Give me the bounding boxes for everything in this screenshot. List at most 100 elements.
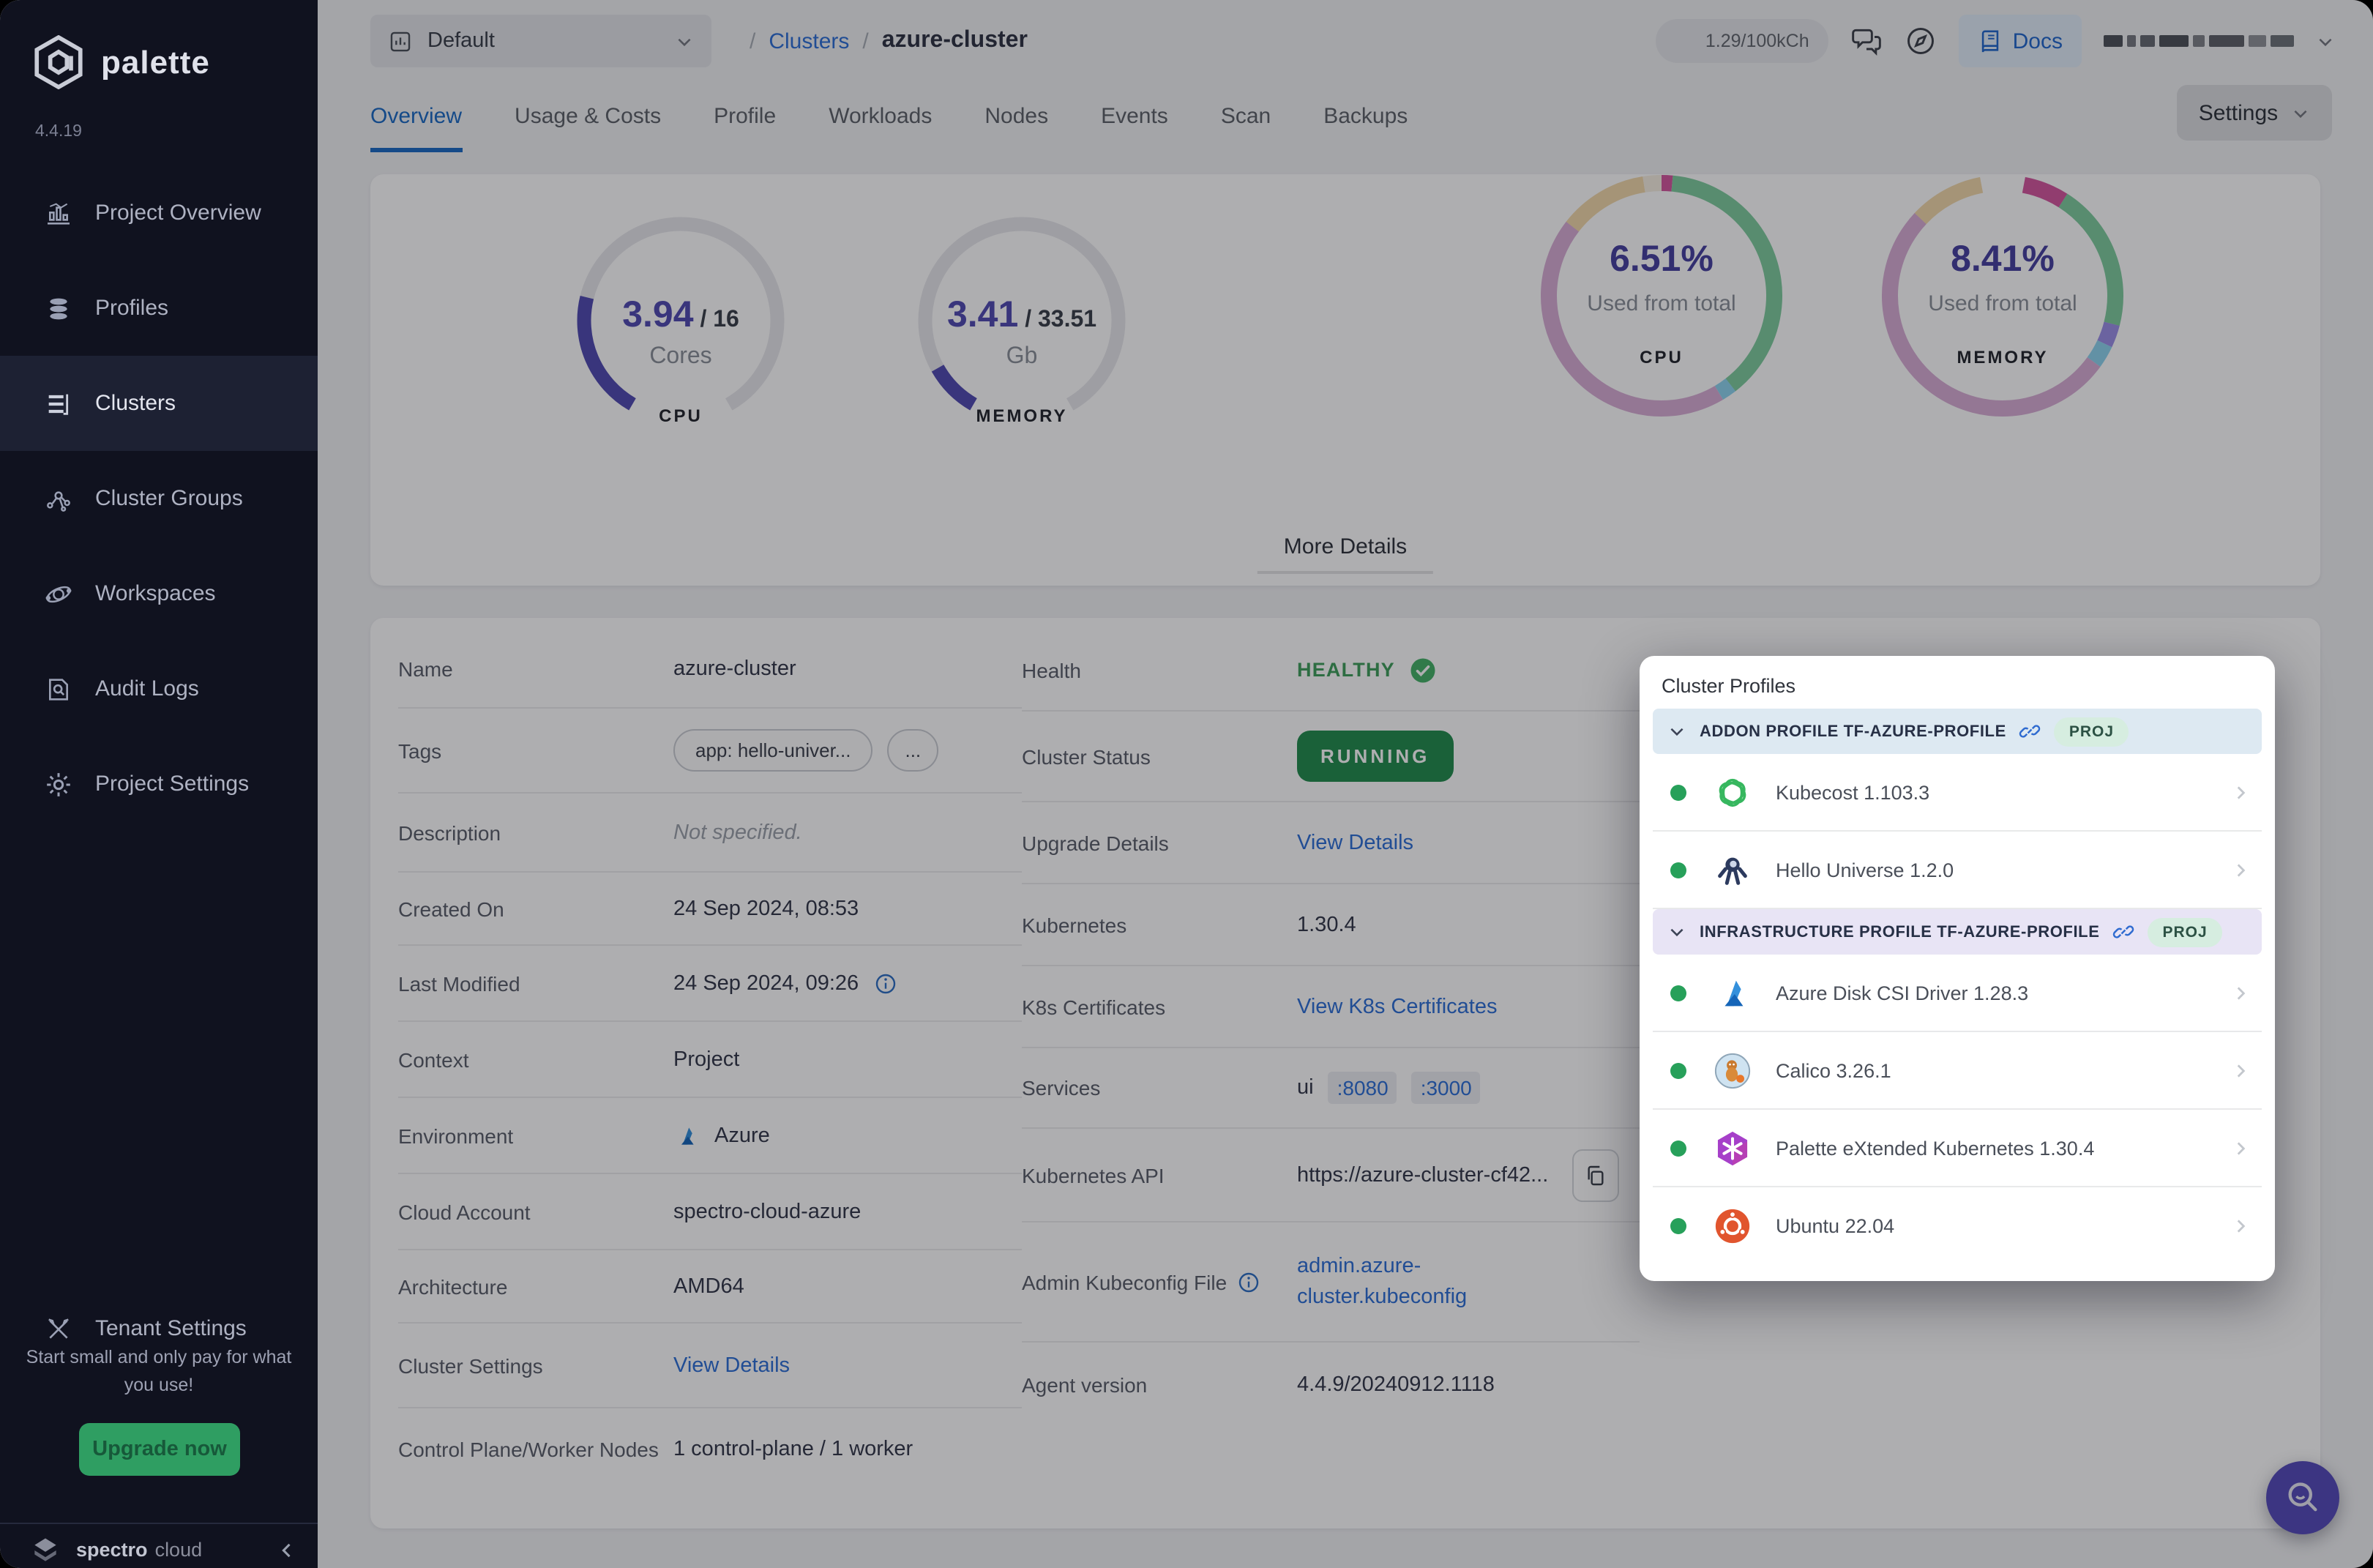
collapse-sidebar-icon[interactable] xyxy=(277,1539,297,1560)
detail-value: Project xyxy=(673,1048,1022,1071)
tag-more-pill[interactable]: ... xyxy=(887,729,939,772)
profile-pack-row[interactable]: Kubecost 1.103.3 xyxy=(1653,754,2262,832)
detail-label: K8s Certificates xyxy=(1022,995,1297,1018)
cluster-profiles-title: Cluster Profiles xyxy=(1662,675,1796,697)
detail-label-text: Last Modified xyxy=(398,971,520,995)
tab-profile[interactable]: Profile xyxy=(714,104,777,129)
app-version: 4.4.19 xyxy=(35,123,82,141)
tab-events[interactable]: Events xyxy=(1101,104,1168,129)
breadcrumb-clusters-link[interactable]: Clusters xyxy=(769,29,850,53)
docs-button[interactable]: Docs xyxy=(1958,15,2082,67)
tag-pill[interactable]: app: hello-univer... xyxy=(673,729,873,772)
upgrade-now-button[interactable]: Upgrade now xyxy=(79,1423,240,1476)
detail-value-text: 1 control-plane / 1 worker xyxy=(673,1438,913,1461)
detail-label-text: Agent version xyxy=(1022,1373,1148,1397)
sidebar-item-audit-logs[interactable]: Audit Logs xyxy=(0,641,318,736)
tab-backups[interactable]: Backups xyxy=(1323,104,1408,129)
detail-value: AMD64 xyxy=(673,1274,1022,1298)
topbar-actions: 1.29/100kCh Docs xyxy=(1655,15,2335,67)
profile-section-name: ADDON PROFILE TF-AZURE-PROFILE xyxy=(1700,723,2006,740)
orbit-icon xyxy=(44,579,73,608)
sidebar-item-workspaces[interactable]: Workspaces xyxy=(0,546,318,641)
profile-section-header[interactable]: INFRASTRUCTURE PROFILE TF-AZURE-PROFILE P… xyxy=(1653,909,2262,955)
donut-value: 8.41% xyxy=(1951,239,2055,280)
sidebar-item-tenant-settings[interactable]: Tenant Settings xyxy=(0,1281,318,1376)
project-selector[interactable]: Default xyxy=(370,15,711,67)
status-dot-green xyxy=(1670,1217,1686,1233)
kubeconfig-link[interactable]: admin.azure-cluster.kubeconfig xyxy=(1297,1254,1468,1308)
detail-label-text: K8s Certificates xyxy=(1022,995,1166,1018)
usage-meter: 1.29/100kCh xyxy=(1655,19,1828,63)
tab-usage-costs[interactable]: Usage & Costs xyxy=(515,104,662,129)
book-icon xyxy=(1978,29,2003,53)
chart-icon xyxy=(44,198,73,228)
tab-scan[interactable]: Scan xyxy=(1220,104,1271,129)
api-url-text: https://azure-cluster-cf42... xyxy=(1297,1163,1549,1187)
detail-row: Upgrade Details View Details xyxy=(1022,802,1640,884)
settings-button[interactable]: Settings xyxy=(2177,85,2332,141)
chat-icon[interactable] xyxy=(1850,25,1883,57)
sidebar-item-cluster-groups[interactable]: Cluster Groups xyxy=(0,451,318,546)
detail-row: Cluster Settings View Details xyxy=(398,1324,1022,1408)
top-bar: Default / Clusters / azure-cluster 1.29/… xyxy=(318,0,2373,82)
sidebar-item-project-settings[interactable]: Project Settings xyxy=(0,736,318,832)
breadcrumb-separator: / xyxy=(862,29,869,53)
tab-workloads[interactable]: Workloads xyxy=(829,104,933,129)
sidebar-item-clusters[interactable]: Clusters xyxy=(0,356,318,451)
tab-nodes[interactable]: Nodes xyxy=(984,104,1049,129)
detail-row: Cluster Status RUNNING xyxy=(1022,712,1640,802)
detail-value: 4.4.9/20240912.1118 xyxy=(1297,1373,1640,1397)
chevron-down-icon xyxy=(2291,103,2310,122)
detail-value-text: AMD64 xyxy=(673,1274,744,1298)
detail-row: Kubernetes 1.30.4 xyxy=(1022,884,1640,966)
detail-label: Cluster Status xyxy=(1022,744,1297,768)
donut-caption: Used from total xyxy=(1587,291,1736,316)
scope-badge: PROJ xyxy=(2148,917,2222,947)
detail-value-link[interactable]: View Details xyxy=(673,1354,791,1377)
service-port-link[interactable]: :3000 xyxy=(1411,1072,1481,1104)
copy-button[interactable] xyxy=(1572,1149,1619,1201)
user-menu[interactable] xyxy=(2104,35,2294,47)
sidebar-item-project-overview[interactable]: Project Overview xyxy=(0,165,318,261)
link-chain-icon xyxy=(2113,921,2135,943)
profile-pack-row[interactable]: Azure Disk CSI Driver 1.28.3 xyxy=(1653,955,2262,1032)
server-icon xyxy=(44,389,73,418)
profile-section-header[interactable]: ADDON PROFILE TF-AZURE-PROFILE PROJ xyxy=(1653,709,2262,754)
detail-label-text: Kubernetes xyxy=(1022,913,1127,936)
sidebar-item-profiles[interactable]: Profiles xyxy=(0,261,318,356)
services-prefix: ui xyxy=(1297,1076,1314,1100)
status-dot-green xyxy=(1670,1140,1686,1156)
profile-pack-row[interactable]: Palette eXtended Kubernetes 1.30.4 xyxy=(1653,1110,2262,1187)
service-port-link[interactable]: :8080 xyxy=(1328,1072,1397,1104)
donut-caption: Used from total xyxy=(1928,291,2077,316)
cluster-profiles-popup: Cluster Profiles ADDON PROFILE TF-AZURE-… xyxy=(1640,656,2275,1281)
sidebar-item-label: Tenant Settings xyxy=(95,1316,247,1341)
more-details-button[interactable]: More Details xyxy=(1257,526,1434,574)
compass-icon[interactable] xyxy=(1905,25,1937,57)
profile-pack-row[interactable]: Hello Universe 1.2.0 xyxy=(1653,832,2262,909)
tab-overview[interactable]: Overview xyxy=(370,104,463,152)
detail-label: Admin Kubeconfig File xyxy=(1022,1270,1297,1293)
chevron-right-icon xyxy=(2231,860,2250,879)
detail-row: Health HEALTHY xyxy=(1022,630,1640,712)
user-menu-chevron-icon[interactable] xyxy=(2316,31,2335,51)
profile-pack-row[interactable]: Calico 3.26.1 xyxy=(1653,1032,2262,1110)
status-dot-green xyxy=(1670,862,1686,878)
detail-value: app: hello-univer...... xyxy=(673,729,1022,772)
detail-value-text: spectro-cloud-azure xyxy=(673,1200,862,1223)
detail-value-link[interactable]: View Details xyxy=(1297,831,1414,854)
detail-label-text: Cluster Settings xyxy=(398,1354,543,1377)
network-icon xyxy=(44,484,73,513)
cpu-donut: 6.51% Used from total CPU xyxy=(1537,171,1786,420)
gauge-unit: Gb xyxy=(1006,344,1038,369)
brand: palette xyxy=(34,35,210,89)
cluster-status-badge[interactable]: RUNNING xyxy=(1297,731,1454,782)
details-left-column: Name azure-cluster Tags app: hello-univer..… xyxy=(370,630,1022,1490)
chevron-down-icon xyxy=(1667,922,1686,941)
search-assistant-fab[interactable] xyxy=(2266,1461,2339,1534)
cluster-tabs: Overview Usage & Costs Profile Workloads Nod… xyxy=(370,82,1408,152)
footer-brand-light: cloud xyxy=(154,1539,203,1561)
detail-value-link[interactable]: View K8s Certificates xyxy=(1297,995,1498,1018)
profile-pack-row[interactable]: Ubuntu 22.04 xyxy=(1653,1187,2262,1263)
